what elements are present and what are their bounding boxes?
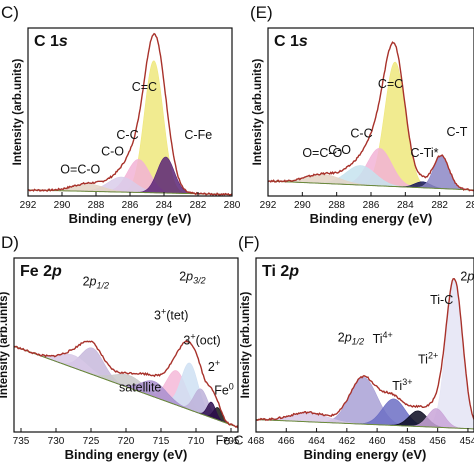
annotation-fe-c: Fe-C (216, 433, 244, 447)
x-tick-label: 286 (122, 200, 139, 211)
plot-area (28, 32, 232, 196)
annotation-2p1-2: 2p1/2 (338, 331, 364, 347)
background-line (256, 419, 474, 430)
x-tick-label: 458 (399, 436, 416, 447)
panel-letter: (F) (238, 233, 260, 252)
annotation-satellite: satellite (119, 380, 161, 394)
x-axis-label: Binding energy (eV) (65, 447, 188, 462)
x-tick-label: 284 (156, 200, 173, 211)
panel-f: 468 466 464 462 460 458 456 454 Binding energy (… (238, 233, 474, 462)
panel-letter: D) (1, 233, 19, 252)
x-tick-label: 715 (153, 436, 170, 447)
annotation-2p3-2: 2p3/2 (179, 270, 205, 286)
y-axis-label: Intensity (arb.units) (0, 291, 10, 398)
y-axis-label: Intensity (arb.units) (252, 58, 264, 165)
x-tick-label: 468 (248, 436, 265, 447)
annotation-c-ti: C-Ti* (410, 146, 438, 160)
panel-title: C 1s (34, 33, 68, 50)
panel-title: C 1s (274, 33, 308, 50)
annotation-2p1-2: 2p1/2 (83, 274, 109, 290)
x-tick-label: 456 (429, 436, 446, 447)
annotation-fe0: Fe0 (214, 382, 234, 398)
x-tick-label: 292 (20, 200, 37, 211)
background-line (268, 180, 474, 191)
panel-letter: C) (1, 3, 19, 22)
annotation-3-oct: 3+(oct) (183, 332, 220, 348)
annotation-ti4: Ti4+ (373, 330, 393, 346)
envelope-line (268, 41, 474, 192)
annotation-o-c-o: O=C-O (60, 163, 100, 177)
annotation-2: 2+ (208, 358, 220, 374)
annotation-3-tet: 3+(tet) (154, 307, 188, 323)
x-tick-label: 720 (118, 436, 135, 447)
annotation-c-c: C-C (350, 127, 372, 141)
annotation-2p: 2p (460, 270, 474, 284)
annotation-c-c: C=C (132, 80, 157, 94)
x-tick-label: 464 (308, 436, 325, 447)
annotation-ti-c: Ti-C (430, 293, 453, 307)
plot-area (256, 277, 474, 430)
annotation-c-o: C-O (101, 145, 124, 159)
x-tick-label: 730 (48, 436, 65, 447)
panel-d: 735 730 725 720 715 710 705 Binding energy (eV)… (0, 233, 243, 462)
x-tick-label: 705 (223, 436, 240, 447)
plot-area (14, 340, 238, 429)
x-tick-label: 292 (260, 200, 277, 211)
background-line (14, 345, 238, 428)
x-tick-label: 284 (397, 200, 414, 211)
annotation-ti2: Ti2+ (418, 350, 438, 366)
y-axis-label: Intensity (arb.units) (12, 58, 24, 165)
x-tick-label: 288 (88, 200, 105, 211)
plot-area (268, 41, 474, 192)
x-axis-label: Binding energy (eV) (310, 211, 433, 226)
x-tick-label: 466 (278, 436, 295, 447)
x-tick-label: 710 (188, 436, 205, 447)
x-tick-label: 282 (431, 200, 448, 211)
x-tick-label: 725 (83, 436, 100, 447)
x-tick-label: 288 (328, 200, 345, 211)
annotation-c-c: C=C (378, 77, 403, 91)
panel-letter: (E) (250, 3, 273, 22)
x-tick-label: 280 (466, 200, 474, 211)
x-tick-label: 290 (294, 200, 311, 211)
x-axis-label: Binding energy (eV) (69, 211, 192, 226)
x-tick-label: 290 (54, 200, 71, 211)
x-tick-label: 282 (190, 200, 207, 211)
annotation-c-t: C-T (447, 125, 468, 139)
annotation-c-c: C-C (116, 128, 138, 142)
panel-c: 292 290 288 286 284 282 280 Binding energy (eV)… (1, 3, 241, 226)
panel-title: Fe 2p (20, 263, 62, 280)
x-tick-label: 286 (363, 200, 380, 211)
x-axis-label: Binding energy (eV) (304, 447, 427, 462)
y-axis-label: Intensity (arb.units) (240, 291, 252, 398)
envelope-line (14, 340, 238, 429)
panel-title: Ti 2p (262, 263, 299, 280)
x-tick-label: 735 (13, 436, 30, 447)
x-tick-label: 460 (369, 436, 386, 447)
x-tick-label: 462 (338, 436, 355, 447)
envelope-line (256, 277, 474, 422)
annotation-o-c-o: O=C-O (302, 146, 342, 160)
x-tick-label: 454 (460, 436, 474, 447)
annotation-ti3: Ti3+ (392, 377, 412, 393)
annotation-c-fe: C-Fe (184, 128, 212, 142)
plot-frame (255, 257, 474, 433)
panel-e: 292 290 288 286 284 282 280 Binding energy (eV)… (250, 3, 474, 226)
annotation-c-o: C-O (328, 143, 351, 157)
x-tick-label: 280 (224, 200, 241, 211)
